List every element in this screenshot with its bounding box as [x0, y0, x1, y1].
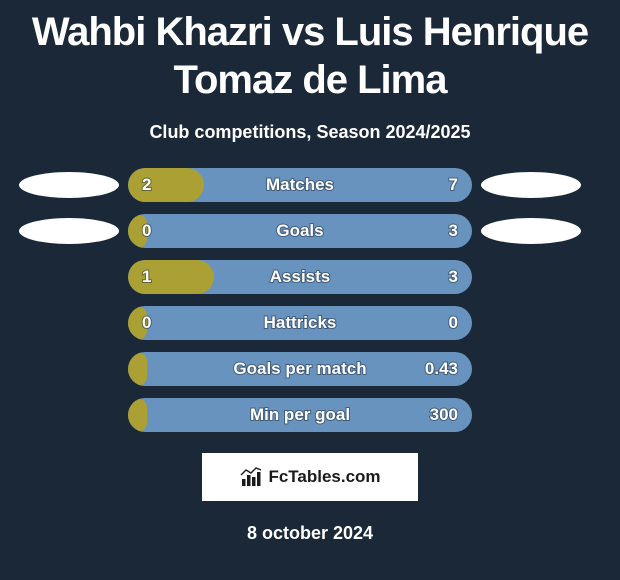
brand-box: FcTables.com: [202, 453, 418, 501]
stat-value-right: 300: [430, 405, 458, 425]
stat-label: Goals: [276, 221, 323, 241]
stat-value-left: 0: [142, 221, 151, 241]
stat-bar-left-fill: [128, 398, 147, 432]
stat-label: Goals per match: [233, 359, 366, 379]
stat-bar-left-fill: [128, 352, 147, 386]
stat-value-right: 3: [449, 267, 458, 287]
subtitle: Club competitions, Season 2024/2025: [0, 122, 620, 143]
brand-text: FcTables.com: [268, 467, 380, 487]
avatar-cell-left: [10, 218, 128, 244]
stat-bar-left-fill: [128, 260, 214, 294]
avatar-left: [19, 172, 119, 198]
stat-row: Matches 2 7: [10, 167, 610, 203]
avatar-cell-left: [10, 172, 128, 198]
page-title: Wahbi Khazri vs Luis Henrique Tomaz de L…: [0, 0, 620, 104]
stat-label: Matches: [266, 175, 334, 195]
stat-bar: Goals per match 0.43: [128, 352, 472, 386]
stat-row: Hattricks 0 0: [10, 305, 610, 341]
date-text: 8 october 2024: [0, 523, 620, 544]
stat-row: Goals per match 0.43: [10, 351, 610, 387]
avatar-cell-right: [472, 218, 590, 244]
stat-row: Min per goal 300: [10, 397, 610, 433]
stat-row: Assists 1 3: [10, 259, 610, 295]
avatar-left: [19, 218, 119, 244]
stat-value-left: 2: [142, 175, 151, 195]
stat-value-right: 7: [449, 175, 458, 195]
avatar-right: [481, 172, 581, 198]
stat-value-left: 1: [142, 267, 151, 287]
stat-row: Goals 0 3: [10, 213, 610, 249]
stat-bar: Hattricks 0 0: [128, 306, 472, 340]
stat-value-right: 0: [449, 313, 458, 333]
stat-label: Min per goal: [250, 405, 350, 425]
chart-logo-icon: [239, 465, 263, 489]
avatar-cell-right: [472, 172, 590, 198]
stat-bar: Matches 2 7: [128, 168, 472, 202]
stat-label: Hattricks: [264, 313, 337, 333]
avatar-right: [481, 218, 581, 244]
stat-value-right: 0.43: [425, 359, 458, 379]
stat-value-left: 0: [142, 313, 151, 333]
stat-value-right: 3: [449, 221, 458, 241]
stat-bar-left-fill: [128, 168, 204, 202]
stat-bar: Goals 0 3: [128, 214, 472, 248]
stat-bar: Assists 1 3: [128, 260, 472, 294]
stat-label: Assists: [270, 267, 330, 287]
stats-container: Matches27Goals03Assists13Hattricks00Goal…: [0, 167, 620, 433]
stat-bar: Min per goal 300: [128, 398, 472, 432]
